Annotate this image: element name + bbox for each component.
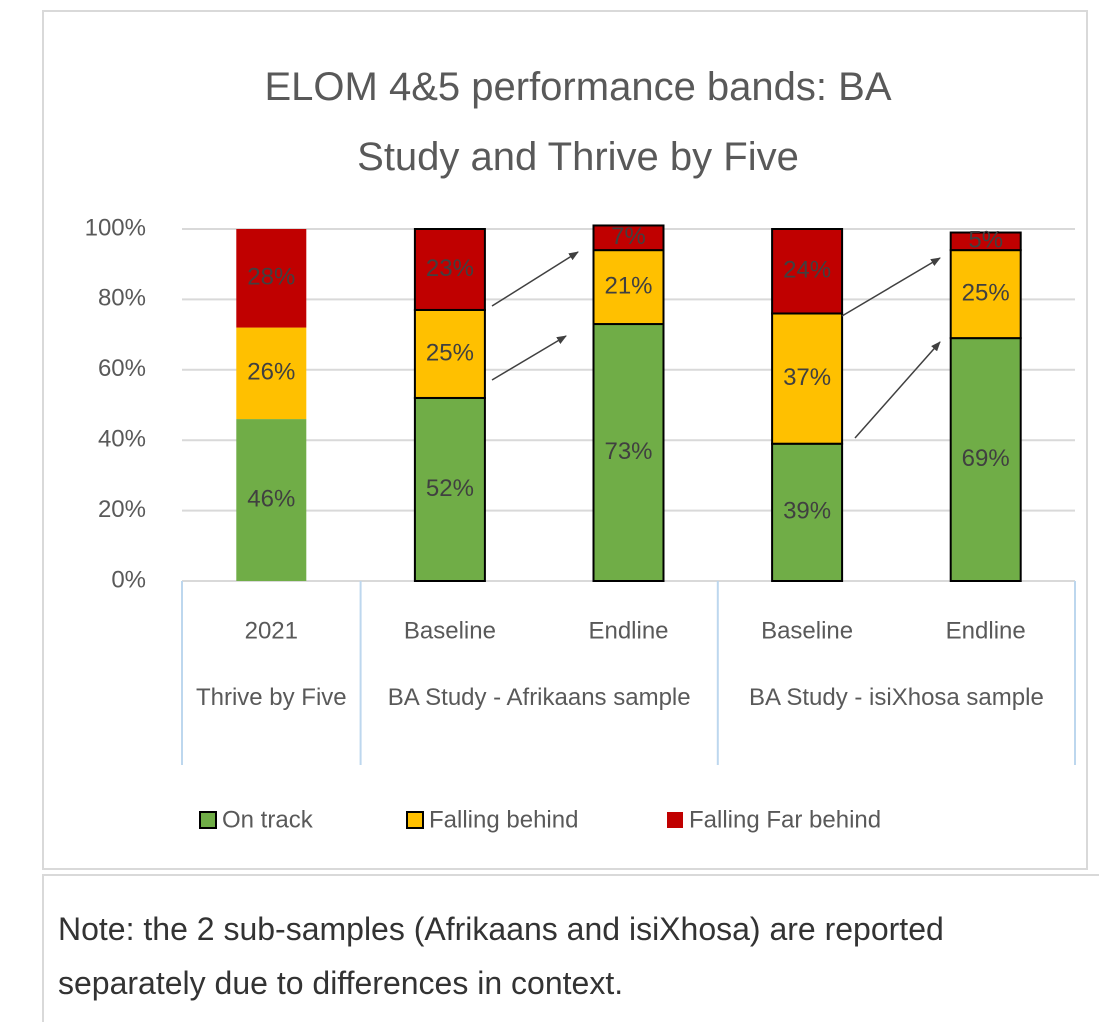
group-label: BA Study - isiXhosa sample xyxy=(748,684,1044,711)
bar-segment xyxy=(236,229,307,328)
bar-segment xyxy=(413,228,486,311)
arrow xyxy=(841,257,941,317)
y-tick-label: 0% xyxy=(111,566,146,593)
arrow xyxy=(491,335,567,381)
bar-segment xyxy=(949,249,1022,340)
bar-segment xyxy=(592,249,665,326)
y-tick-label: 80% xyxy=(98,285,146,312)
data-label: 69% xyxy=(962,445,1010,472)
bar-segment xyxy=(592,323,665,582)
bar-segment xyxy=(949,231,1022,252)
y-tick-label: 40% xyxy=(98,426,146,453)
data-label: 52% xyxy=(426,475,474,502)
x-tick-label: 2021 xyxy=(245,617,298,644)
x-tick-label: Endline xyxy=(588,617,668,644)
group-label: Thrive by Five xyxy=(195,684,347,711)
legend-swatch xyxy=(199,811,217,829)
note-box xyxy=(42,874,1099,1022)
legend-label: Falling behind xyxy=(429,806,578,833)
y-tick-label: 20% xyxy=(98,496,146,523)
plot-area: 0% 20% 40% 60% 80% 100% 2021 Baseline Endline Bas… xyxy=(85,214,1076,833)
legend-swatch xyxy=(667,812,683,828)
bar-segment xyxy=(236,327,307,420)
bar-segment xyxy=(236,419,307,581)
bar-segment xyxy=(592,224,665,252)
data-label: 23% xyxy=(426,255,474,282)
chart: 0% 20% 40% 60% 80% 100% 2021 Baseline Endline Bas… xyxy=(85,214,1076,833)
bar-segment xyxy=(771,228,844,315)
chart-title: ELOM 4&5 performance bands: BA Study and… xyxy=(264,65,892,179)
x-tick-label: Baseline xyxy=(404,617,496,644)
group-label: BA Study - Afrikaans sample xyxy=(387,684,691,711)
data-label: 37% xyxy=(783,364,831,391)
data-label: 28% xyxy=(247,264,295,291)
y-tick-label: 100% xyxy=(85,214,146,241)
legend-label: Falling Far behind xyxy=(689,806,881,833)
data-label: 39% xyxy=(783,498,831,525)
arrow xyxy=(491,251,579,307)
legend-swatch xyxy=(406,811,424,829)
data-label: 21% xyxy=(604,272,652,299)
x-tick-label: Baseline xyxy=(761,617,853,644)
data-label: 73% xyxy=(604,438,652,465)
legend-label: On track xyxy=(222,806,314,833)
bar-segment xyxy=(413,308,486,399)
y-tick-label: 60% xyxy=(98,355,146,382)
arrow xyxy=(854,341,941,439)
data-label: 24% xyxy=(783,257,831,284)
bar-segment xyxy=(949,337,1022,582)
chart-frame xyxy=(42,10,1088,870)
data-label: 25% xyxy=(426,339,474,366)
data-label: 7% xyxy=(611,223,646,250)
x-tick-label: Endline xyxy=(946,617,1026,644)
data-label: 46% xyxy=(247,485,295,512)
data-label: 25% xyxy=(962,279,1010,306)
bar-segment xyxy=(771,312,844,445)
arrows xyxy=(491,251,941,439)
note: Note: the 2 sub-samples (Afrikaans and i… xyxy=(58,911,944,1001)
data-label: 26% xyxy=(247,359,295,386)
data-label: 5% xyxy=(968,227,1003,254)
